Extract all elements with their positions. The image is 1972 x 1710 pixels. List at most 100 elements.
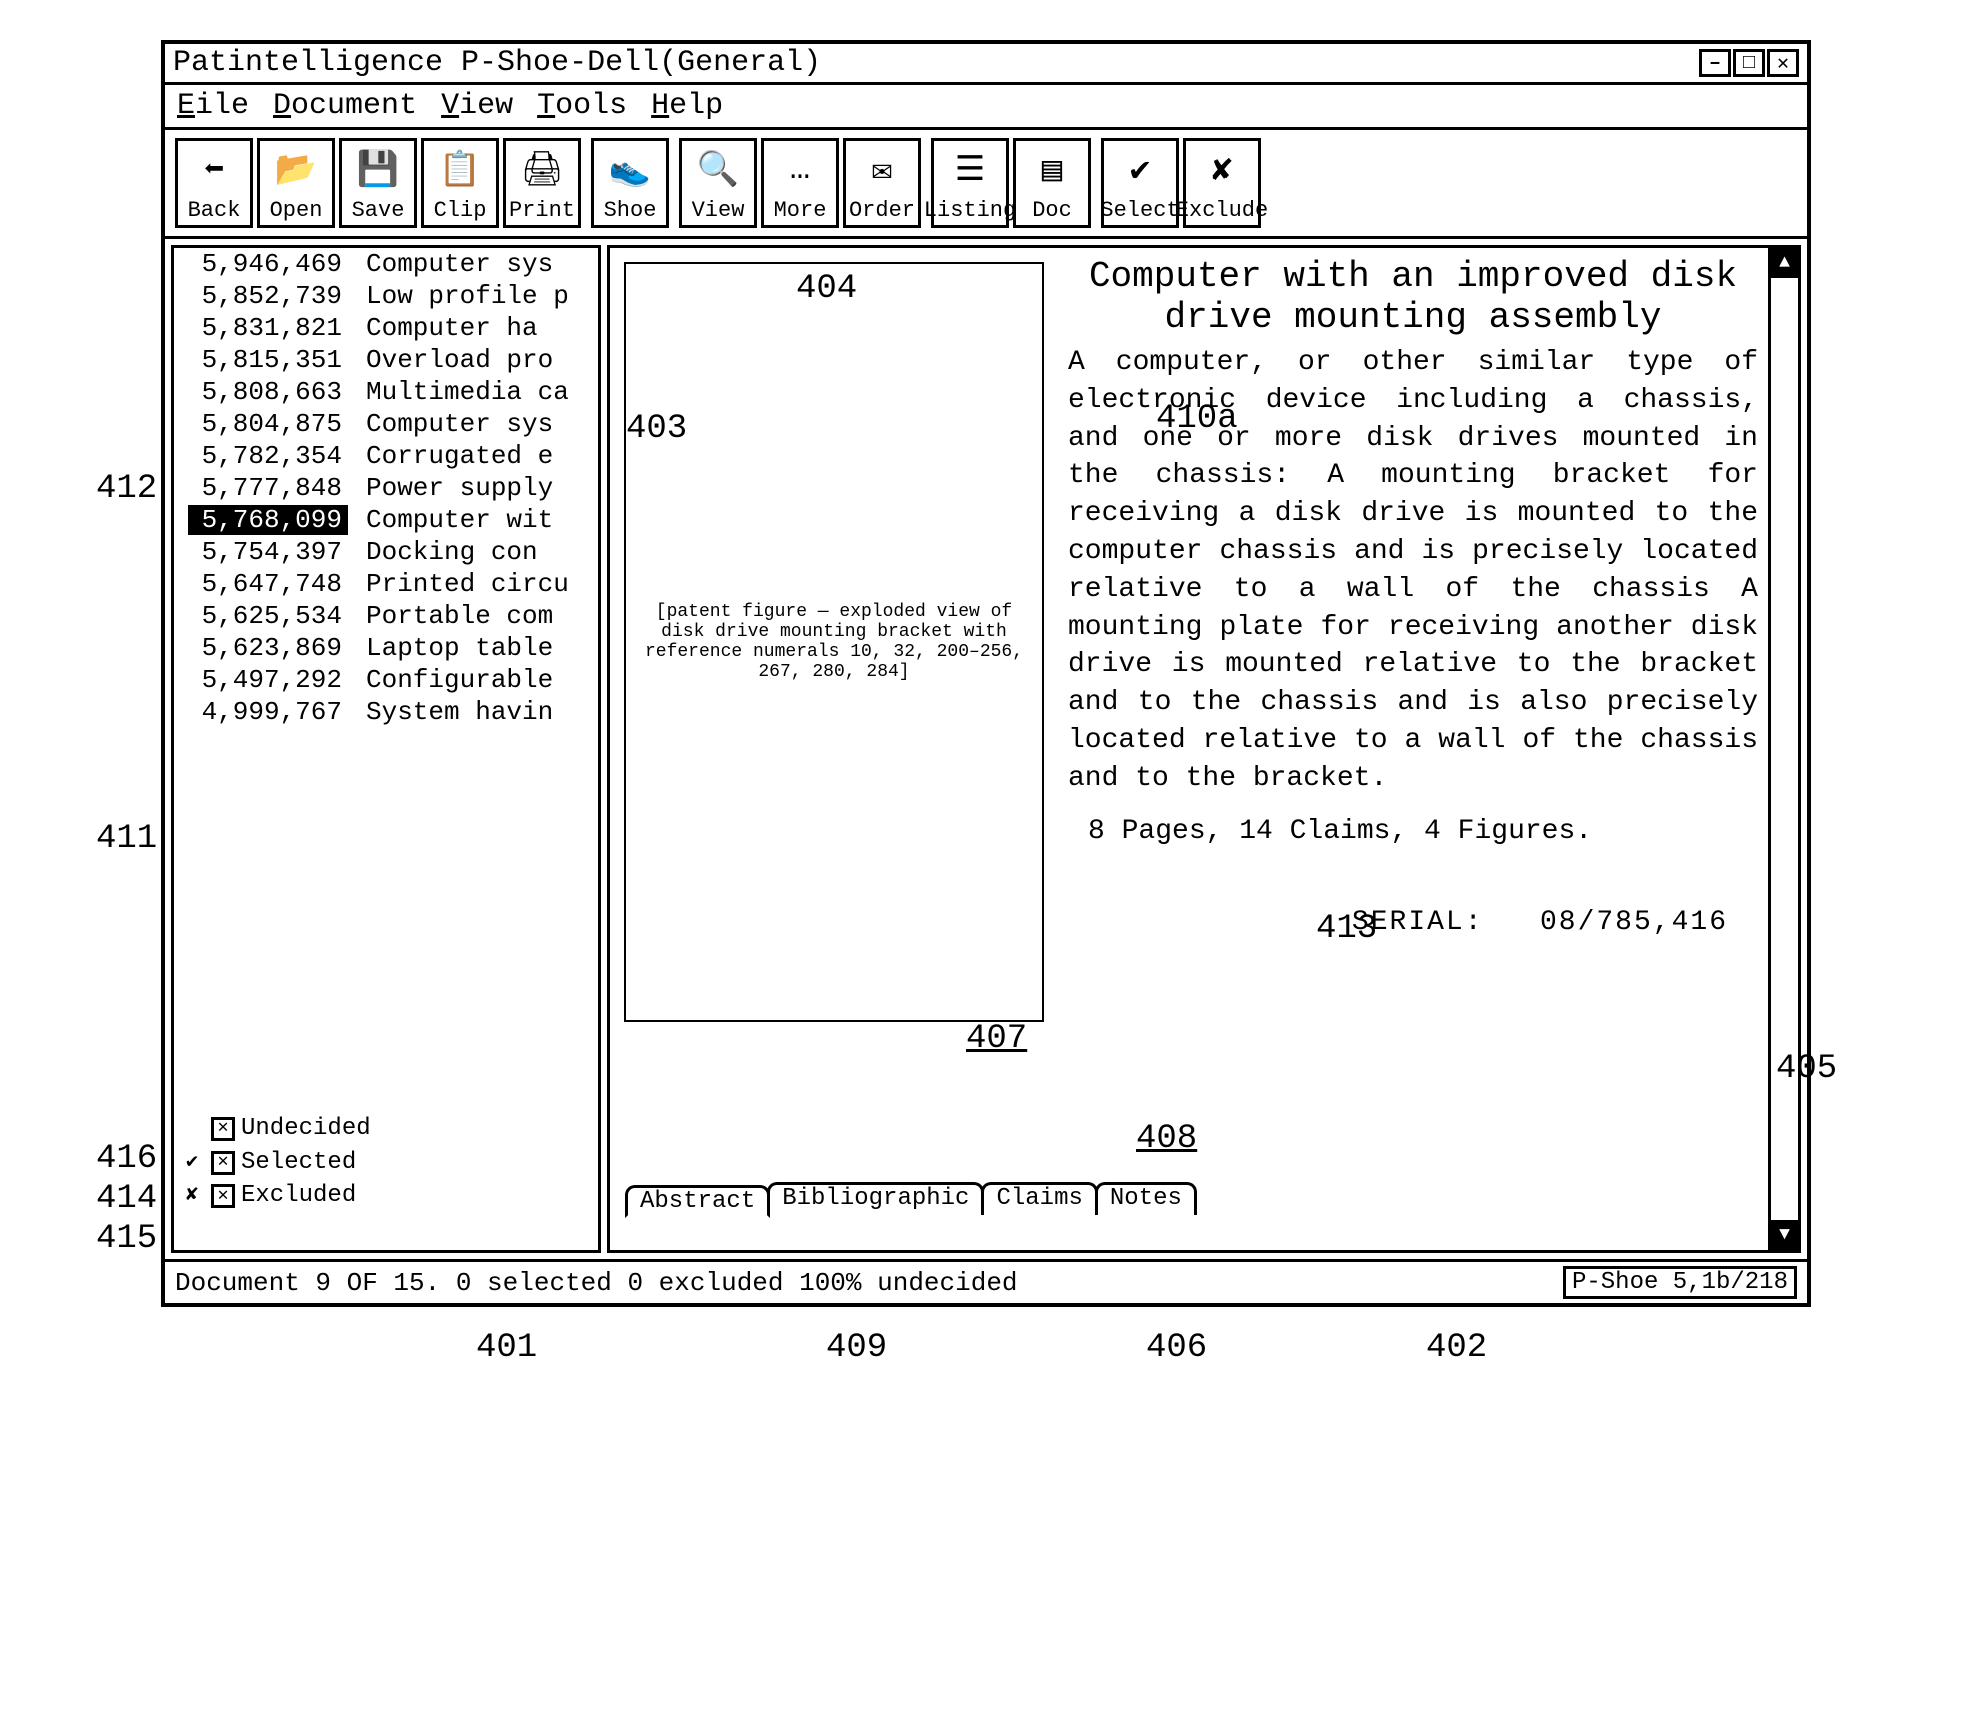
menu-document[interactable]: Document xyxy=(273,89,417,123)
patent-number: 5,815,351 xyxy=(188,345,348,375)
order-icon: ✉ xyxy=(872,141,892,198)
patent-number: 5,946,469 xyxy=(188,249,348,279)
callout-405: 405 xyxy=(1776,1050,1837,1088)
close-button[interactable]: ✕ xyxy=(1767,49,1799,77)
window-title: Patintelligence P-Shoe-Dell(General) xyxy=(173,46,821,80)
exclude-button[interactable]: ✘ Exclude xyxy=(1183,138,1261,228)
list-item[interactable]: 5,782,354 Corrugated e xyxy=(174,440,598,472)
list-item[interactable]: 5,831,821 Computer ha xyxy=(174,312,598,344)
menu-view[interactable]: View xyxy=(441,89,513,123)
list-item[interactable]: 5,946,469 Computer sys xyxy=(174,248,598,280)
list-item[interactable]: 5,852,739 Low profile p xyxy=(174,280,598,312)
list-item[interactable]: 5,754,397 Docking con xyxy=(174,536,598,568)
callout-406: 406 xyxy=(1146,1329,1207,1367)
tab-bibliographic[interactable]: Bibliographic xyxy=(767,1182,984,1215)
view-tabs: Abstract Bibliographic Claims Notes xyxy=(625,1182,1194,1215)
undecided-checkbox[interactable]: ✕ xyxy=(211,1117,235,1141)
titlebar: Patintelligence P-Shoe-Dell(General) – □… xyxy=(165,44,1807,85)
patent-number: 5,647,748 xyxy=(188,569,348,599)
maximize-button[interactable]: □ xyxy=(1733,49,1765,77)
view-button[interactable]: 🔍 View xyxy=(679,138,757,228)
patent-number: 4,999,767 xyxy=(188,697,348,727)
doc-icon: ▤ xyxy=(1042,141,1062,198)
callout-413: 413 xyxy=(1316,910,1377,948)
menu-help[interactable]: Help xyxy=(651,89,723,123)
more-button[interactable]: … More xyxy=(761,138,839,228)
status-legend: ✕ Undecided ✔ ✕ Selected ✘ ✕ Excluded xyxy=(179,1112,371,1213)
patent-short-title: Computer sys xyxy=(366,249,553,279)
list-item[interactable]: 5,625,534 Portable com xyxy=(174,600,598,632)
shoe-icon: 👟 xyxy=(609,141,651,198)
tab-claims[interactable]: Claims xyxy=(981,1182,1097,1215)
figure-placeholder-text: [patent figure — exploded view of disk d… xyxy=(626,592,1042,692)
patent-short-title: Corrugated e xyxy=(366,441,553,471)
back-button[interactable]: ⬅ Back xyxy=(175,138,253,228)
page-claim-figure-counts: 8 Pages, 14 Claims, 4 Figures. xyxy=(1068,816,1758,847)
shoe-button[interactable]: 👟 Shoe xyxy=(591,138,669,228)
patent-short-title: Multimedia ca xyxy=(366,377,569,407)
patent-list-pane[interactable]: 5,946,469 Computer sys 5,852,739 Low profil… xyxy=(171,245,601,1253)
patent-number: 5,804,875 xyxy=(188,409,348,439)
select-button[interactable]: ✔ Select xyxy=(1101,138,1179,228)
patent-title: Computer with an improved disk drive mou… xyxy=(1068,256,1758,338)
patent-short-title: Docking con xyxy=(366,537,538,567)
patent-number: 5,782,354 xyxy=(188,441,348,471)
doc-button[interactable]: ▤ Doc xyxy=(1013,138,1091,228)
callout-401: 401 xyxy=(476,1329,537,1367)
list-item[interactable]: 5,768,099Computer wit xyxy=(174,504,598,536)
scroll-down-icon[interactable]: ▼ xyxy=(1771,1220,1798,1250)
check-icon: ✔ xyxy=(179,1149,205,1177)
order-button[interactable]: ✉ Order xyxy=(843,138,921,228)
clip-button[interactable]: 📋 Clip xyxy=(421,138,499,228)
x-icon: ✘ xyxy=(179,1182,205,1210)
list-item[interactable]: 4,999,767System havin xyxy=(174,696,598,728)
legend-selected: ✔ ✕ Selected xyxy=(179,1146,371,1180)
abstract-panel: Computer with an improved disk drive mou… xyxy=(1058,248,1768,1250)
save-button[interactable]: 💾 Save xyxy=(339,138,417,228)
patent-short-title: Low profile p xyxy=(366,281,569,311)
list-item[interactable]: 5,808,663 Multimedia ca xyxy=(174,376,598,408)
menu-tools[interactable]: Tools xyxy=(537,89,627,123)
open-button[interactable]: 📂 Open xyxy=(257,138,335,228)
folder-open-icon: 📂 xyxy=(275,141,317,198)
patent-number: 5,754,397 xyxy=(188,537,348,567)
menu-file[interactable]: Eile xyxy=(177,89,249,123)
tab-abstract[interactable]: Abstract xyxy=(625,1185,770,1218)
status-text: Document 9 OF 15. 0 selected 0 excluded … xyxy=(175,1268,1018,1298)
list-item[interactable]: 5,815,351Overload pro xyxy=(174,344,598,376)
patent-number: 5,808,663 xyxy=(188,377,348,407)
scroll-up-icon[interactable]: ▲ xyxy=(1771,248,1798,278)
patent-number: 5,831,821 xyxy=(188,313,348,343)
list-item[interactable]: 5,497,292Configurable xyxy=(174,664,598,696)
tab-notes[interactable]: Notes xyxy=(1095,1182,1197,1215)
exclude-x-icon: ✘ xyxy=(1212,141,1232,198)
minimize-button[interactable]: – xyxy=(1699,49,1731,77)
patent-number: 5,777,848 xyxy=(188,473,348,503)
patent-figure: [patent figure — exploded view of disk d… xyxy=(624,262,1044,1022)
legend-undecided: ✕ Undecided xyxy=(179,1112,371,1146)
patent-number: 5,852,739 xyxy=(188,281,348,311)
patent-short-title: Computer ha xyxy=(366,313,538,343)
callout-415: 415 xyxy=(96,1220,157,1258)
patent-number: 5,625,534 xyxy=(188,601,348,631)
patent-short-title: Computer wit xyxy=(366,505,553,535)
printer-icon: 🖨 xyxy=(520,141,563,198)
vertical-scrollbar[interactable]: ▲ ▼ xyxy=(1768,248,1798,1250)
window-controls: – □ ✕ xyxy=(1699,49,1799,77)
excluded-checkbox[interactable]: ✕ xyxy=(211,1184,235,1208)
list-item[interactable]: 5,647,748 Printed circu xyxy=(174,568,598,600)
print-button[interactable]: 🖨 Print xyxy=(503,138,581,228)
callout-412: 412 xyxy=(96,470,157,508)
list-item[interactable]: 5,623,869Laptop table xyxy=(174,632,598,664)
listing-icon: ☰ xyxy=(955,141,985,198)
patent-short-title: Configurable xyxy=(366,665,553,695)
patent-short-title: Printed circu xyxy=(366,569,569,599)
listing-button[interactable]: ☰ Listing xyxy=(931,138,1009,228)
list-item[interactable]: 5,777,848Power supply xyxy=(174,472,598,504)
selected-checkbox[interactable]: ✕ xyxy=(211,1151,235,1175)
patent-short-title: Computer sys xyxy=(366,409,553,439)
patent-short-title: Portable com xyxy=(366,601,553,631)
list-item[interactable]: 5,804,875 Computer sys xyxy=(174,408,598,440)
callout-407: 407 xyxy=(966,1020,1027,1058)
document-view-pane: [patent figure — exploded view of disk d… xyxy=(607,245,1801,1253)
